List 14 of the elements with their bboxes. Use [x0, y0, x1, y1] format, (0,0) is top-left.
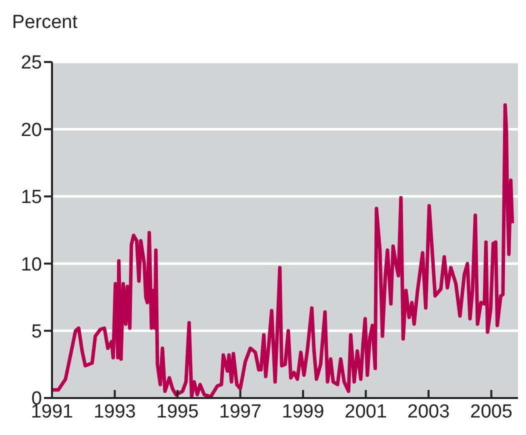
- line-series: [52, 103, 514, 398]
- y-tick-label: 5: [31, 322, 42, 343]
- y-tick-label: 15: [20, 187, 42, 208]
- x-tick-label: 1993: [94, 401, 136, 422]
- y-tick-label: 25: [20, 52, 42, 74]
- x-tick-label: 2003: [407, 401, 450, 422]
- x-tick-label: 2001: [344, 401, 387, 422]
- x-tick-label: 1997: [219, 401, 262, 422]
- x-tick-label: 1999: [282, 401, 324, 422]
- y-tick-label: 10: [20, 254, 42, 276]
- x-tick-label: 1995: [156, 401, 199, 422]
- y-axis-title: Percent: [12, 12, 78, 34]
- y-tick-label: 20: [20, 120, 42, 141]
- x-tick-label: 2005: [470, 401, 512, 422]
